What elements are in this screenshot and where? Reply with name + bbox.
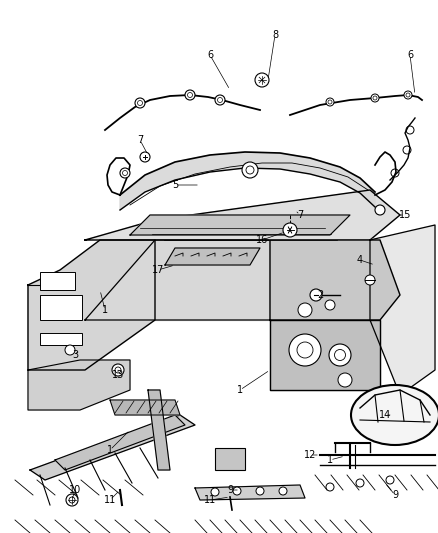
Text: 7: 7 bbox=[297, 210, 303, 220]
Text: 7: 7 bbox=[137, 135, 143, 145]
Circle shape bbox=[211, 488, 219, 496]
Circle shape bbox=[365, 275, 375, 285]
Circle shape bbox=[279, 487, 287, 495]
Text: 1: 1 bbox=[107, 445, 113, 455]
Circle shape bbox=[338, 373, 352, 387]
Text: 9: 9 bbox=[227, 485, 233, 495]
Polygon shape bbox=[30, 415, 195, 480]
Bar bbox=[215, 448, 245, 470]
Polygon shape bbox=[370, 225, 435, 395]
Circle shape bbox=[66, 494, 78, 506]
Polygon shape bbox=[85, 190, 400, 240]
Text: 10: 10 bbox=[69, 485, 81, 495]
Circle shape bbox=[289, 334, 321, 366]
Circle shape bbox=[256, 487, 264, 495]
Text: 11: 11 bbox=[204, 495, 216, 505]
Polygon shape bbox=[55, 415, 185, 470]
Text: 5: 5 bbox=[172, 180, 178, 190]
Circle shape bbox=[185, 90, 195, 100]
Circle shape bbox=[375, 205, 385, 215]
Circle shape bbox=[371, 94, 379, 102]
Bar bbox=[40, 272, 75, 290]
Circle shape bbox=[386, 476, 394, 484]
Text: 1: 1 bbox=[102, 305, 108, 315]
Text: 16: 16 bbox=[256, 235, 268, 245]
Text: 14: 14 bbox=[379, 410, 391, 420]
Circle shape bbox=[404, 91, 412, 99]
Bar bbox=[40, 333, 82, 345]
Circle shape bbox=[298, 303, 312, 317]
Polygon shape bbox=[28, 360, 130, 410]
Text: 13: 13 bbox=[112, 370, 124, 380]
Text: 17: 17 bbox=[152, 265, 164, 275]
Circle shape bbox=[356, 479, 364, 487]
Circle shape bbox=[329, 344, 351, 366]
Circle shape bbox=[255, 73, 269, 87]
Polygon shape bbox=[85, 240, 370, 320]
Polygon shape bbox=[130, 215, 350, 235]
Circle shape bbox=[120, 168, 130, 178]
Circle shape bbox=[65, 345, 75, 355]
Circle shape bbox=[135, 98, 145, 108]
Text: 4: 4 bbox=[357, 255, 363, 265]
Circle shape bbox=[326, 483, 334, 491]
Polygon shape bbox=[120, 152, 375, 210]
Ellipse shape bbox=[351, 385, 438, 445]
Polygon shape bbox=[270, 240, 400, 320]
Polygon shape bbox=[195, 485, 305, 500]
Circle shape bbox=[283, 223, 297, 237]
Text: 11: 11 bbox=[104, 495, 116, 505]
Circle shape bbox=[310, 289, 322, 301]
Polygon shape bbox=[28, 240, 155, 370]
Text: 15: 15 bbox=[399, 210, 411, 220]
Text: 9: 9 bbox=[392, 490, 398, 500]
Text: 1: 1 bbox=[237, 385, 243, 395]
Polygon shape bbox=[270, 320, 380, 390]
Text: 12: 12 bbox=[304, 450, 316, 460]
Circle shape bbox=[140, 152, 150, 162]
Circle shape bbox=[112, 364, 124, 376]
Polygon shape bbox=[148, 390, 170, 470]
Text: 6: 6 bbox=[207, 50, 213, 60]
Text: 2: 2 bbox=[317, 290, 323, 300]
Circle shape bbox=[215, 95, 225, 105]
Circle shape bbox=[233, 487, 241, 495]
Polygon shape bbox=[110, 400, 180, 415]
Polygon shape bbox=[165, 248, 260, 265]
Text: 1: 1 bbox=[327, 455, 333, 465]
Circle shape bbox=[325, 300, 335, 310]
Text: 3: 3 bbox=[72, 350, 78, 360]
Bar bbox=[40, 295, 82, 320]
Text: 8: 8 bbox=[272, 30, 278, 40]
Circle shape bbox=[326, 98, 334, 106]
Circle shape bbox=[242, 162, 258, 178]
Text: 6: 6 bbox=[407, 50, 413, 60]
